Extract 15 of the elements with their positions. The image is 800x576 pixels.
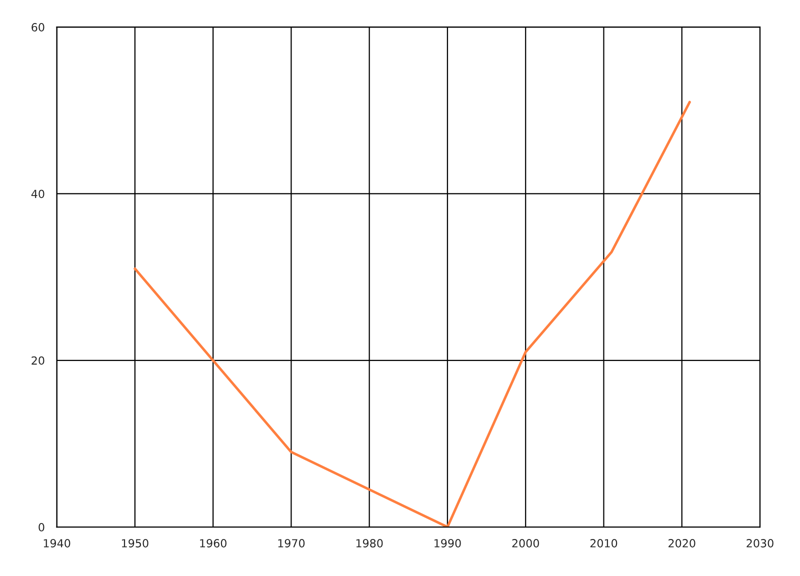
- y-tick-label: 0: [38, 523, 44, 532]
- x-tick-label: 2020: [668, 539, 696, 548]
- y-tick-label: 20: [32, 356, 44, 365]
- x-tick-label: 1990: [434, 539, 461, 548]
- x-tick-label: 2000: [512, 539, 539, 548]
- x-tick-label: 1970: [278, 539, 305, 548]
- line-series: [134, 100, 691, 528]
- x-tick-label: 1950: [122, 539, 148, 548]
- x-tick-label: 1960: [200, 539, 226, 548]
- y-tick-label: 60: [32, 23, 44, 32]
- x-tick-label: 2030: [746, 539, 774, 548]
- x-tick-label: 1980: [356, 539, 383, 548]
- x-tick-label: 2010: [590, 539, 618, 548]
- x-tick-label: 1940: [44, 539, 70, 548]
- y-tick-label: 40: [31, 190, 44, 198]
